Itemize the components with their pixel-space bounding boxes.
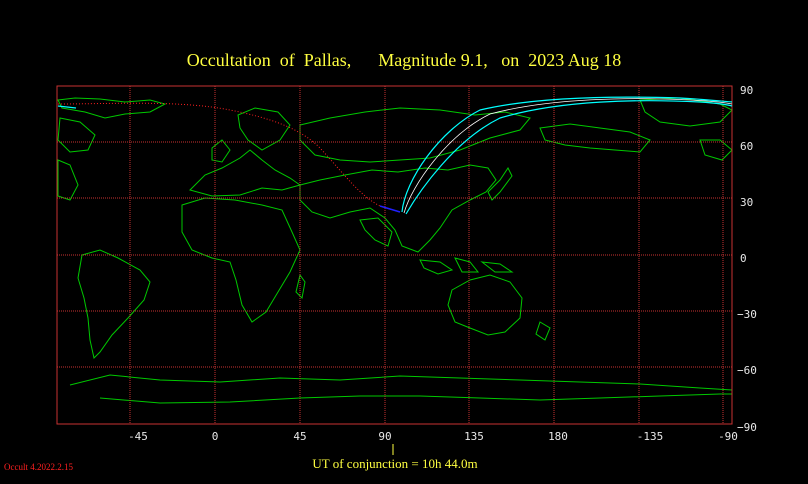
y-tick-label: 30 xyxy=(740,196,753,209)
software-credit: Occult 4.2022.2.15 xyxy=(4,462,73,472)
x-tick-label: 45 xyxy=(293,430,306,443)
x-tick-label: 135 xyxy=(464,430,484,443)
map-title: Occultation of Pallas, Magnitude 9.1, on… xyxy=(186,50,622,70)
y-tick-label: 90 xyxy=(740,84,753,97)
dotted-path xyxy=(57,102,401,213)
coastlines xyxy=(57,97,733,404)
conjunction-label: UT of conjunction = 10h 44.0m xyxy=(312,456,478,471)
left-limit-fragment xyxy=(57,105,77,109)
y-tick-label: −90 xyxy=(737,421,757,434)
y-tick-label: 60 xyxy=(740,140,753,153)
south-limit xyxy=(405,100,733,215)
sunlit-path xyxy=(379,205,401,213)
y-tick-label: −30 xyxy=(737,308,757,321)
grid-lines xyxy=(57,86,732,424)
x-tick-label: 90 xyxy=(378,430,391,443)
x-tick-label: 0 xyxy=(212,430,219,443)
center-line xyxy=(403,98,733,214)
x-tick-label: -135 xyxy=(637,430,664,443)
map-border xyxy=(56,85,733,425)
x-tick-label: -90 xyxy=(718,430,738,443)
y-tick-label: −60 xyxy=(737,364,757,377)
north-limit xyxy=(401,96,733,213)
y-tick-label: 0 xyxy=(740,252,747,265)
x-tick-label: -45 xyxy=(128,430,148,443)
x-tick-label: 180 xyxy=(548,430,568,443)
